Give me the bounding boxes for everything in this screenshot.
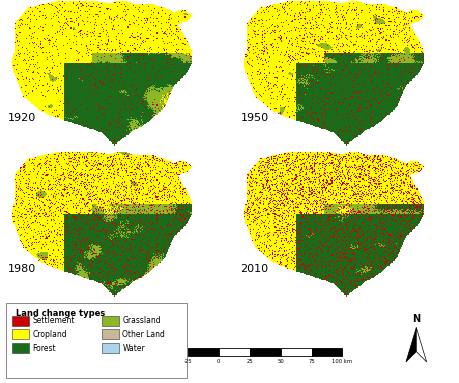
Bar (218, 348, 249, 356)
Text: Forest: Forest (32, 344, 56, 353)
Text: Other Land: Other Land (122, 330, 165, 339)
Bar (311, 348, 341, 356)
Bar (187, 348, 218, 356)
Text: 0: 0 (217, 359, 220, 364)
Bar (12, 329, 28, 339)
Bar (102, 329, 118, 339)
Text: Grassland: Grassland (122, 316, 161, 325)
Bar (102, 316, 118, 326)
Bar (280, 348, 311, 356)
Text: 100 km: 100 km (332, 359, 352, 364)
Bar (12, 316, 28, 326)
Text: Land change types: Land change types (16, 309, 105, 318)
Polygon shape (405, 327, 415, 362)
Text: N: N (411, 314, 420, 324)
Bar (249, 348, 280, 356)
Bar (102, 343, 118, 353)
Text: 75: 75 (308, 359, 314, 364)
Bar (12, 343, 28, 353)
Polygon shape (415, 327, 426, 362)
Text: Water: Water (122, 344, 145, 353)
Text: 1980: 1980 (8, 264, 36, 274)
Text: 25: 25 (246, 359, 252, 364)
Text: -25: -25 (183, 359, 192, 364)
Text: Settlement: Settlement (32, 316, 74, 325)
Text: 50: 50 (277, 359, 283, 364)
Text: 1920: 1920 (8, 113, 36, 123)
Text: 2010: 2010 (240, 264, 268, 274)
Text: Cropland: Cropland (32, 330, 67, 339)
Text: 1950: 1950 (240, 113, 268, 123)
